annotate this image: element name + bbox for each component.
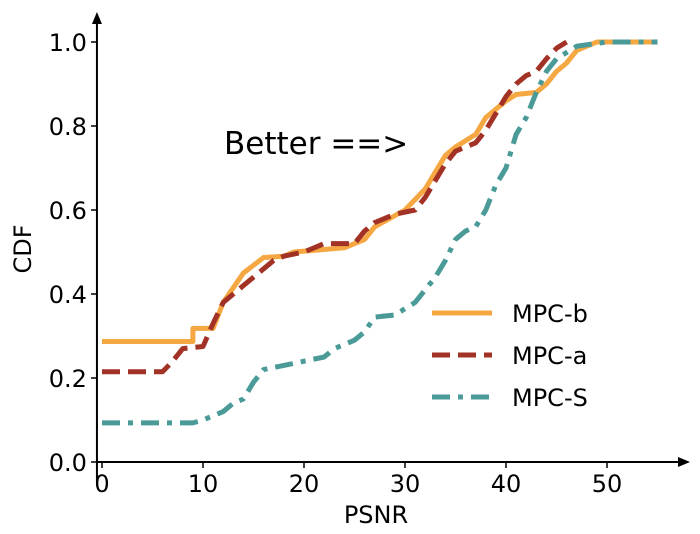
x-tick-label: 0 xyxy=(94,470,109,498)
x-tick-label: 50 xyxy=(592,470,623,498)
series-line-mpc-s xyxy=(102,39,658,426)
y-tick-label: 0.6 xyxy=(49,197,87,225)
series-line-mpc-a xyxy=(102,39,568,375)
y-axis-label: CDF xyxy=(9,224,37,273)
y-tick-label: 0.4 xyxy=(49,281,87,309)
y-axis-arrow xyxy=(91,12,102,24)
legend-label-mpc-a: MPC-a xyxy=(512,342,587,370)
ticks-layer: 0 10 20 30 40 50 0.0 0.2 0.4 0.6 0.8 1.0 xyxy=(49,29,622,498)
y-tick-label: 1.0 xyxy=(49,29,87,57)
legend-label-mpc-s: MPC-S xyxy=(512,384,588,412)
x-tick-label: 40 xyxy=(491,470,522,498)
x-tick-label: 20 xyxy=(289,470,320,498)
x-tick-label: 30 xyxy=(390,470,421,498)
y-tick-label: 0.2 xyxy=(49,365,87,393)
legend-label-mpc-b: MPC-b xyxy=(512,300,588,328)
series-line-mpc-b xyxy=(102,39,658,344)
y-tick-label: 0.0 xyxy=(49,449,87,477)
x-axis-label: PSNR xyxy=(344,501,408,529)
legend: MPC-b MPC-a MPC-S xyxy=(432,300,588,412)
axes-layer xyxy=(91,12,690,482)
series-layer xyxy=(102,39,658,426)
better-annotation: Better ==> xyxy=(224,126,408,162)
x-tick-label: 10 xyxy=(188,470,219,498)
y-tick-label: 0.8 xyxy=(49,113,87,141)
x-axis-arrow xyxy=(678,457,690,467)
